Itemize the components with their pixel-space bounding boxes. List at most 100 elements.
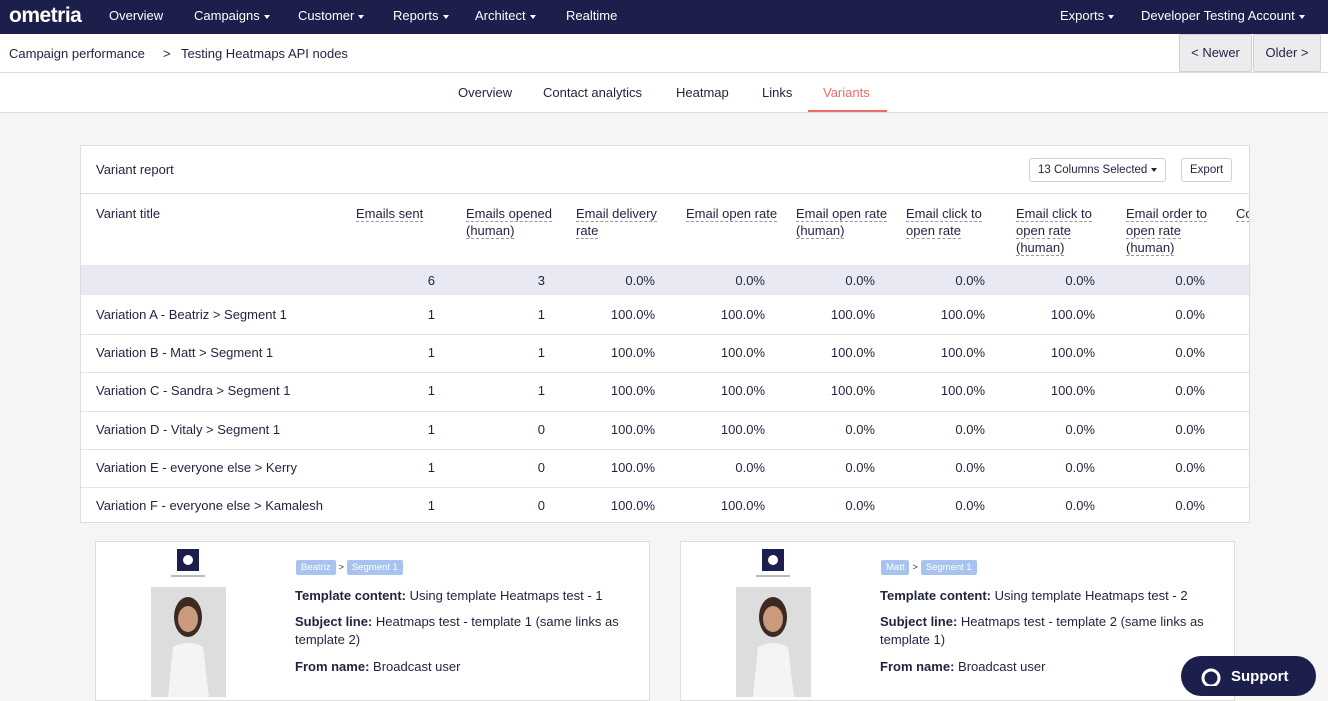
row-divider [81,448,1249,450]
table-cell: 100.0% [720,498,765,513]
divider [81,193,1249,194]
table-cell: 0.0% [1175,421,1205,437]
newer-button[interactable]: < Newer [1179,34,1252,72]
table-cell: 100.0% [940,383,985,399]
column-header-text: Emails sent [356,206,424,222]
tab[interactable]: Heatmap [676,85,729,100]
column-header-text: Variant title [96,206,161,221]
table-cell: 1 [427,459,435,475]
table-cell: 100.0% [720,307,765,322]
column-header-text: Email open rate [686,206,778,222]
column-header[interactable]: Variant title [96,205,336,222]
table-cell: 100.0% [610,421,655,437]
breadcrumb-link[interactable]: Campaign performance [9,46,145,61]
row-divider [81,410,1249,412]
variant-card: Matt > Segment 1 Template content: Using te… [680,541,1235,701]
table-cell: 0.0% [1065,498,1095,513]
column-header-text: Email click to open rate [906,206,982,239]
variant-title: Variation F - everyone else > Kamalesh [96,498,324,513]
tag-list: Matt > Segment 1 [881,558,977,575]
email-preview [736,547,811,697]
nav-item[interactable]: Exports [1060,8,1114,23]
support-icon [1201,668,1221,686]
table-cell: 0.0% [1065,459,1095,475]
column-header[interactable]: Email open rate (human) [796,205,892,239]
email-preview [151,547,226,697]
column-header-text: Emails opened (human) [466,206,552,239]
breadcrumb-current: Testing Heatmaps API nodes [181,46,348,61]
total-cell: 0.0% [735,273,765,288]
column-header[interactable]: Email delivery rate [576,205,672,239]
table-cell: 100.0% [1050,345,1095,361]
column-header[interactable]: Email order to open rate (human) [1126,205,1222,256]
nav-item[interactable]: Campaigns [194,8,270,23]
older-button[interactable]: Older > [1253,34,1321,72]
column-header-text: Email click to open rate (human) [1016,206,1092,256]
table-cell: 100.0% [610,345,655,361]
tag: Segment 1 [346,560,403,575]
tab[interactable]: Overview [458,85,513,100]
variant-title: Variation E - everyone else > Kerry [96,459,297,475]
tab[interactable]: Variants [823,85,870,100]
field-label: Subject line: [295,614,373,629]
total-cell: 0.0% [625,273,655,288]
table-cell: 0.0% [845,498,875,513]
nav-item[interactable]: Developer Testing Account [1141,8,1305,23]
column-header[interactable]: Emails sent [356,205,452,222]
table-cell: 1 [427,421,435,437]
variant-card: Beatriz > Segment 1 Template content: Using… [95,541,650,701]
nav-item[interactable]: Reports [393,8,449,23]
table-cell: 1 [537,383,545,399]
table-cell: 0.0% [1175,459,1205,475]
total-cell: 6 [427,273,435,288]
nav-item[interactable]: Overview [109,8,164,23]
variant-field: Subject line: Heatmaps test - template 2… [880,613,1210,649]
support-button[interactable]: Support [1181,656,1316,696]
variant-field: Subject line: Heatmaps test - template 1… [295,613,625,649]
column-header[interactable]: Email click to open rate [906,205,1002,239]
nav-item[interactable]: Architect [475,8,536,23]
field-label: From name: [295,659,370,674]
table-cell: 0.0% [1065,421,1095,437]
table-cell: 100.0% [720,421,765,437]
tag-list: Beatriz > Segment 1 [296,558,403,575]
totals-row [81,265,1249,295]
table-cell: 0 [537,421,545,437]
nav-item[interactable]: Customer [298,8,364,23]
table-cell: 100.0% [1050,383,1095,399]
tab-bar: Overview Contact analytics Heatmap Links Var… [0,73,1328,113]
field-label: Subject line: [880,614,958,629]
column-header-text: Email open rate (human) [796,206,888,239]
column-header-text: Email delivery rate [576,206,657,239]
column-header-text: Co rat [1236,206,1249,222]
table-cell: 0.0% [845,459,875,475]
table-cell: 100.0% [1050,307,1095,322]
variant-field: Template content: Using template Heatmap… [295,587,625,605]
column-header[interactable]: Email open rate [686,205,782,222]
tab[interactable]: Links [762,85,793,100]
tag: Beatriz [296,560,336,575]
row-divider [81,372,1249,374]
column-header[interactable]: Email click to open rate (human) [1016,205,1112,256]
support-label: Support [1231,668,1289,685]
field-value: Using template Heatmaps test - 2 [994,588,1188,603]
variant-title: Variation A - Beatriz > Segment 1 [96,307,287,322]
variant-report: Variant report 13 Columns Selected Expor… [80,145,1250,523]
table-cell: 100.0% [610,307,655,322]
field-value: Heatmaps test - template 1 (same links a… [295,614,619,647]
column-header[interactable]: Emails opened (human) [466,205,562,239]
tag-separator: > [912,562,918,572]
export-button[interactable]: Export [1181,158,1233,182]
total-cell: 0.0% [1065,273,1095,288]
report-title: Variant report [96,162,174,177]
nav-item[interactable]: Realtime [566,8,618,23]
column-header[interactable]: Co rat [1236,205,1249,222]
field-value: Using template Heatmaps test - 1 [409,588,603,603]
columns-button[interactable]: 13 Columns Selected [1029,158,1167,182]
logo[interactable]: ometria [9,4,82,27]
table-cell: 100.0% [940,307,985,322]
table-cell: 0.0% [845,421,875,437]
tab-underline [808,110,887,112]
table-cell: 1 [537,307,545,322]
tab[interactable]: Contact analytics [543,85,642,100]
